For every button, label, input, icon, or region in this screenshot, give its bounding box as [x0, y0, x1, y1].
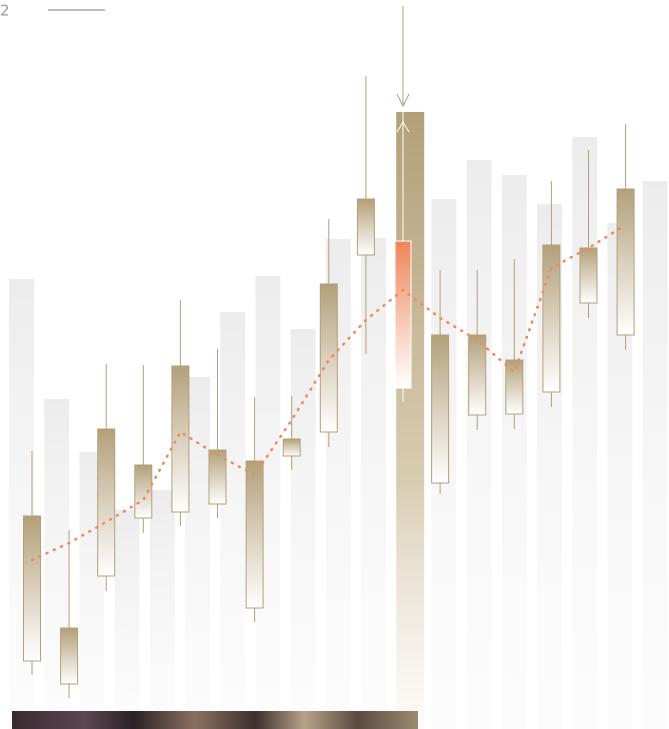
photo-strip: [12, 711, 418, 729]
background-column: [572, 137, 598, 729]
inner-arrow-head: [396, 121, 410, 133]
candle-body: [319, 283, 338, 433]
candle-body: [505, 359, 524, 415]
background-column: [501, 175, 527, 729]
candle-body: [60, 627, 79, 685]
background-column: [149, 490, 175, 729]
candle-body: [208, 449, 227, 505]
background-column: [114, 510, 140, 729]
candle-body: [97, 428, 116, 577]
pointer-arrow-head: [396, 93, 410, 108]
page-index: 2: [0, 2, 10, 20]
candle-body: [134, 464, 153, 519]
candle-body: [431, 334, 450, 484]
candle-body: [542, 244, 561, 393]
background-column: [220, 312, 246, 729]
candle-body: [23, 515, 41, 662]
background-column: [361, 238, 386, 729]
trend-line: [30, 223, 627, 562]
candle-body: [616, 188, 635, 336]
background-column: [290, 329, 316, 729]
candle-body: [579, 247, 598, 304]
background-column: [466, 160, 492, 729]
candle-body: [356, 198, 375, 256]
candle-body: [468, 334, 487, 416]
candle-body: [245, 460, 264, 609]
highlight-body: [394, 240, 412, 389]
background-column: [396, 112, 425, 729]
candle-body: [171, 365, 190, 513]
candle-body: [282, 438, 301, 457]
background-column: [642, 181, 668, 729]
